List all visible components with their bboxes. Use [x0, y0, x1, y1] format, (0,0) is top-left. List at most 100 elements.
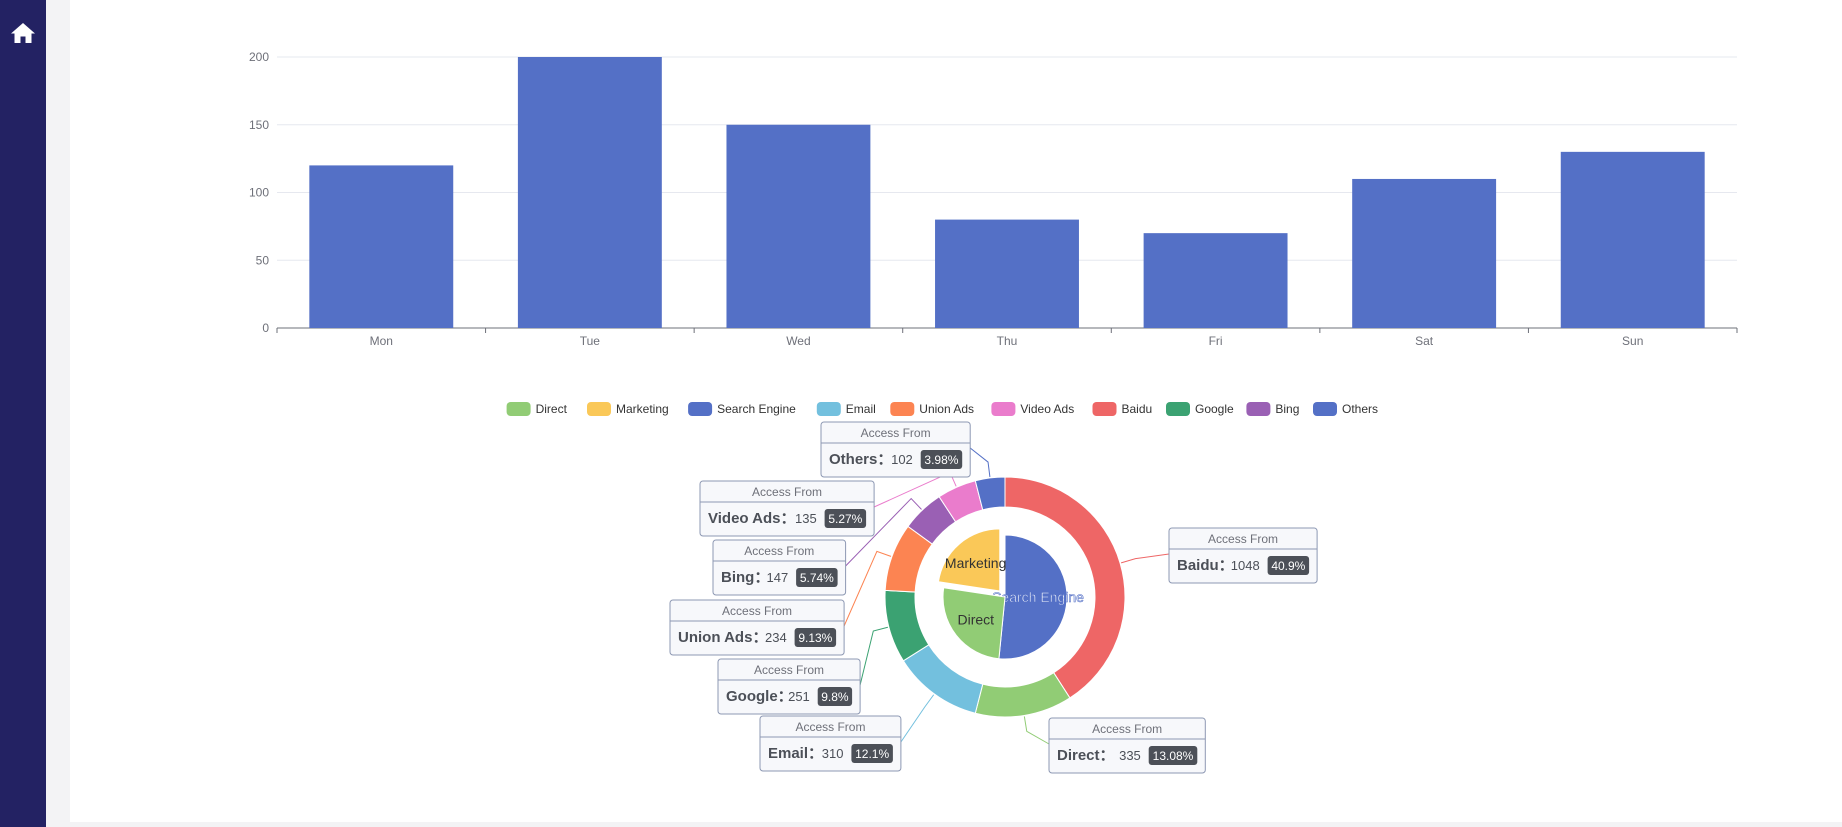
legend-swatch-baidu[interactable]: [1092, 402, 1117, 416]
label-name-text: Bing: [721, 569, 754, 586]
x-tick-label: Tue: [580, 334, 601, 348]
label-name: Direct：: [1057, 747, 1115, 764]
label-colon: ：: [877, 451, 892, 468]
legend-label-bing[interactable]: Bing: [1275, 402, 1299, 416]
bar-mon[interactable]: [309, 165, 454, 328]
inner-label-marketing: Marketing: [945, 555, 1006, 571]
y-tick-label: 100: [249, 186, 269, 200]
label-percent-badge: [794, 628, 837, 647]
bar-chart: 0 50 100 150 200 Mon Tue Wed Thu Fri Sat Sun: [249, 50, 1738, 348]
label-name: Others：: [829, 451, 892, 468]
leader-line: [1120, 553, 1170, 564]
label-name-text: Email: [768, 745, 808, 762]
label-name-text: Direct: [1057, 747, 1100, 764]
label-percent-badge: [1267, 556, 1310, 575]
label-name-text: Union Ads: [678, 629, 752, 646]
label-percent-badge: [920, 450, 963, 469]
legend-swatch-others[interactable]: [1313, 402, 1337, 416]
label-title: Access From: [795, 720, 865, 734]
label-value: 310: [822, 746, 844, 761]
bar-sat[interactable]: [1352, 178, 1497, 328]
y-tick-label: 150: [249, 118, 269, 132]
pie-chart: Direct Marketing Search Engine Email Union A…: [506, 402, 1378, 774]
bar-tue[interactable]: [517, 57, 662, 328]
label-percent: 3.98%: [924, 453, 958, 467]
legend-swatch-marketing[interactable]: [587, 402, 611, 416]
sidebar: [0, 0, 46, 827]
legend-swatch-direct[interactable]: [506, 402, 531, 416]
label-name-text: Others: [829, 451, 877, 468]
label-percent-badge: [824, 509, 867, 528]
label-percent: 9.8%: [821, 690, 849, 704]
outer-slice-email[interactable]: [902, 644, 984, 714]
leader-line: [900, 694, 935, 743]
y-tick-label: 200: [249, 50, 269, 64]
x-tick-label: Thu: [997, 334, 1018, 348]
label-value: 102: [891, 452, 913, 467]
label-percent: 40.9%: [1271, 559, 1305, 573]
inner-slice-direct[interactable]: [942, 587, 1006, 660]
bar-thu[interactable]: [935, 219, 1079, 328]
inner-label-direct: Direct: [958, 612, 995, 628]
label-percent: 5.74%: [800, 571, 834, 585]
label-value: 135: [795, 511, 817, 526]
label-colon: ：: [808, 745, 823, 762]
outer-slice-baidu[interactable]: [1004, 476, 1126, 699]
inner-label-search-engine: Search Engine: [992, 589, 1084, 605]
label-percent-badge: [817, 687, 853, 706]
label-title: Access From: [722, 604, 792, 618]
bar-wed[interactable]: [726, 124, 871, 328]
label-percent: 9.13%: [798, 631, 832, 645]
label-value: 335: [1119, 748, 1141, 763]
label-title: Access From: [744, 544, 814, 558]
x-tick-label: Mon: [370, 334, 393, 348]
inner-slice-marketing[interactable]: [937, 528, 1001, 592]
inner-slice-search-engine[interactable]: [998, 534, 1068, 660]
leader-line: [859, 626, 888, 686]
y-tick-label: 50: [256, 253, 270, 267]
label-title: Access From: [754, 663, 824, 677]
legend-label-video-ads[interactable]: Video Ads: [1020, 402, 1074, 416]
label-others: Access From Others：102 3.98%: [820, 421, 991, 478]
bar-fri[interactable]: [1143, 233, 1288, 328]
legend-label-direct[interactable]: Direct: [536, 402, 568, 416]
legend-label-google[interactable]: Google: [1195, 402, 1234, 416]
legend-swatch-google[interactable]: [1166, 402, 1190, 416]
legend-label-baidu[interactable]: Baidu: [1122, 402, 1153, 416]
label-percent-badge: [796, 568, 838, 587]
legend-label-union-ads[interactable]: Union Ads: [919, 402, 974, 416]
label-title: Access From: [1092, 722, 1162, 736]
label-colon: ：: [778, 688, 793, 705]
label-direct: Access From Direct： 335 13.08%: [1023, 716, 1206, 774]
x-tick-label: Sat: [1415, 334, 1434, 348]
label-percent-badge: [1148, 746, 1198, 765]
legend-swatch-video-ads[interactable]: [991, 402, 1016, 416]
legend-swatch-email[interactable]: [816, 402, 841, 416]
label-percent-badge: [851, 744, 893, 763]
x-tick-label: Wed: [786, 334, 810, 348]
bar-sun[interactable]: [1560, 151, 1705, 328]
leader-line: [845, 497, 922, 567]
outer-slice-others[interactable]: [974, 476, 1006, 511]
label-colon: ：: [1219, 557, 1234, 574]
label-percent: 13.08%: [1153, 749, 1194, 763]
label-value: 234: [765, 630, 787, 645]
legend-label-email[interactable]: Email: [846, 402, 876, 416]
outer-slice-direct[interactable]: [974, 672, 1071, 718]
x-tick-label: Sun: [1622, 334, 1643, 348]
label-name: Bing：: [721, 569, 769, 586]
label-title: Access From: [752, 485, 822, 499]
label-title: Access From: [861, 426, 931, 440]
legend-swatch-search-engine[interactable]: [688, 402, 713, 416]
legend-swatch-union-ads[interactable]: [890, 402, 915, 416]
label-colon: ：: [781, 510, 796, 527]
home-icon[interactable]: [8, 18, 38, 48]
legend-label-others[interactable]: Others: [1342, 402, 1378, 416]
x-tick-label: Fri: [1209, 334, 1223, 348]
legend-swatch-bing[interactable]: [1246, 402, 1271, 416]
legend-label-search-engine[interactable]: Search Engine: [717, 402, 796, 416]
legend-label-marketing[interactable]: Marketing: [616, 402, 669, 416]
